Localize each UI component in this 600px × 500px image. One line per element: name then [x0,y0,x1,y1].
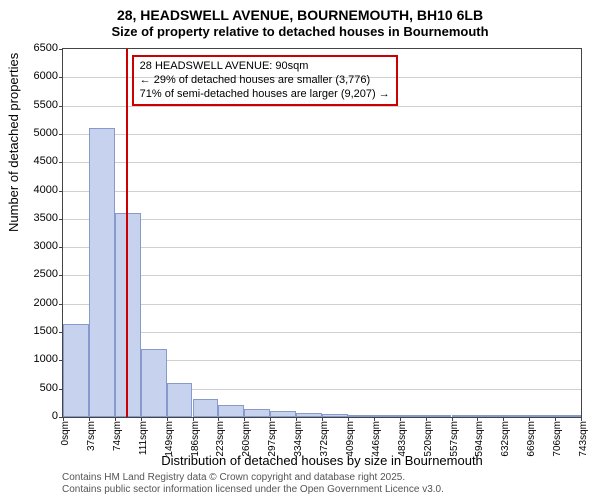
ytick-label: 4500 [34,155,58,167]
xtick-label: 409sqm [345,421,356,457]
histogram-bar [503,415,529,417]
ytick [59,106,63,107]
chart-subtitle: Size of property relative to detached ho… [0,24,600,45]
xtick-label: 74sqm [112,421,123,451]
gridline [63,332,581,333]
ytick [59,275,63,276]
histogram-bar [348,415,374,417]
histogram-bar [296,413,322,417]
xtick-label: 260sqm [241,421,252,457]
histogram-bar [400,415,426,417]
gridline [63,134,581,135]
callout-box: 28 HEADSWELL AVENUE: 90sqm← 29% of detac… [132,55,398,106]
ytick-label: 3500 [34,212,58,224]
histogram-bar [426,415,452,417]
xtick-label: 483sqm [397,421,408,457]
histogram-bar [193,399,219,417]
xtick-label: 594sqm [474,421,485,457]
xtick-label: 557sqm [449,421,460,457]
ytick-label: 1500 [34,325,58,337]
ytick [59,247,63,248]
ytick-label: 5000 [34,127,58,139]
histogram-bar [452,415,478,417]
xtick-label: 223sqm [215,421,226,457]
plot-area: 0sqm37sqm74sqm111sqm149sqm186sqm223sqm26… [62,48,582,418]
histogram-bar [244,409,270,417]
credits-line1: Contains HM Land Registry data © Crown c… [62,472,444,484]
histogram-bar [218,405,244,417]
ytick-label: 2000 [34,297,58,309]
ytick [59,134,63,135]
xtick-label: 743sqm [578,421,589,457]
gridline [63,247,581,248]
histogram-bar [167,383,193,417]
xtick-label: 372sqm [319,421,330,457]
ytick [59,162,63,163]
ytick-label: 6500 [34,42,58,54]
credits-line2: Contains public sector information licen… [62,484,444,496]
xtick-label: 632sqm [500,421,511,457]
histogram-bar [374,415,400,417]
xtick-label: 37sqm [86,421,97,451]
y-axis-label: Number of detached properties [6,53,21,232]
xtick-label: 334sqm [293,421,304,457]
marker-line [126,49,128,417]
xtick-label: 520sqm [423,421,434,457]
ytick-label: 5500 [34,99,58,111]
ytick-label: 0 [52,410,58,422]
credits: Contains HM Land Registry data © Crown c… [62,472,444,496]
ytick-label: 2500 [34,268,58,280]
histogram-bar [270,411,296,417]
callout-line1: 28 HEADSWELL AVENUE: 90sqm [140,60,390,74]
xtick-label: 669sqm [526,421,537,457]
xtick-label: 149sqm [164,421,175,457]
ytick [59,191,63,192]
xtick-label: 297sqm [267,421,278,457]
x-axis-label: Distribution of detached houses by size … [62,453,582,468]
xtick-label: 111sqm [138,421,149,455]
histogram-bar [529,415,555,417]
gridline [63,219,581,220]
xtick-label: 706sqm [552,421,563,457]
ytick-label: 500 [40,382,58,394]
histogram-bar [141,349,167,417]
ytick-label: 1000 [34,353,58,365]
ytick [59,304,63,305]
xtick-label: 0sqm [60,421,71,445]
histogram-bar [63,324,89,417]
ytick [59,219,63,220]
histogram-bar [555,415,581,417]
callout-line3: 71% of semi-detached houses are larger (… [140,88,390,102]
histogram-bar [477,415,503,417]
histogram-bar [115,213,141,417]
chart-title: 28, HEADSWELL AVENUE, BOURNEMOUTH, BH10 … [0,0,600,24]
gridline [63,191,581,192]
histogram-bar [89,128,115,417]
ytick-label: 6000 [34,70,58,82]
callout-line2: ← 29% of detached houses are smaller (3,… [140,74,390,88]
ytick [59,49,63,50]
xtick-label: 446sqm [371,421,382,457]
ytick-label: 4000 [34,184,58,196]
gridline [63,304,581,305]
ytick-label: 3000 [34,240,58,252]
gridline [63,162,581,163]
ytick [59,77,63,78]
gridline [63,275,581,276]
xtick-label: 186sqm [190,421,201,457]
histogram-bar [322,414,348,417]
